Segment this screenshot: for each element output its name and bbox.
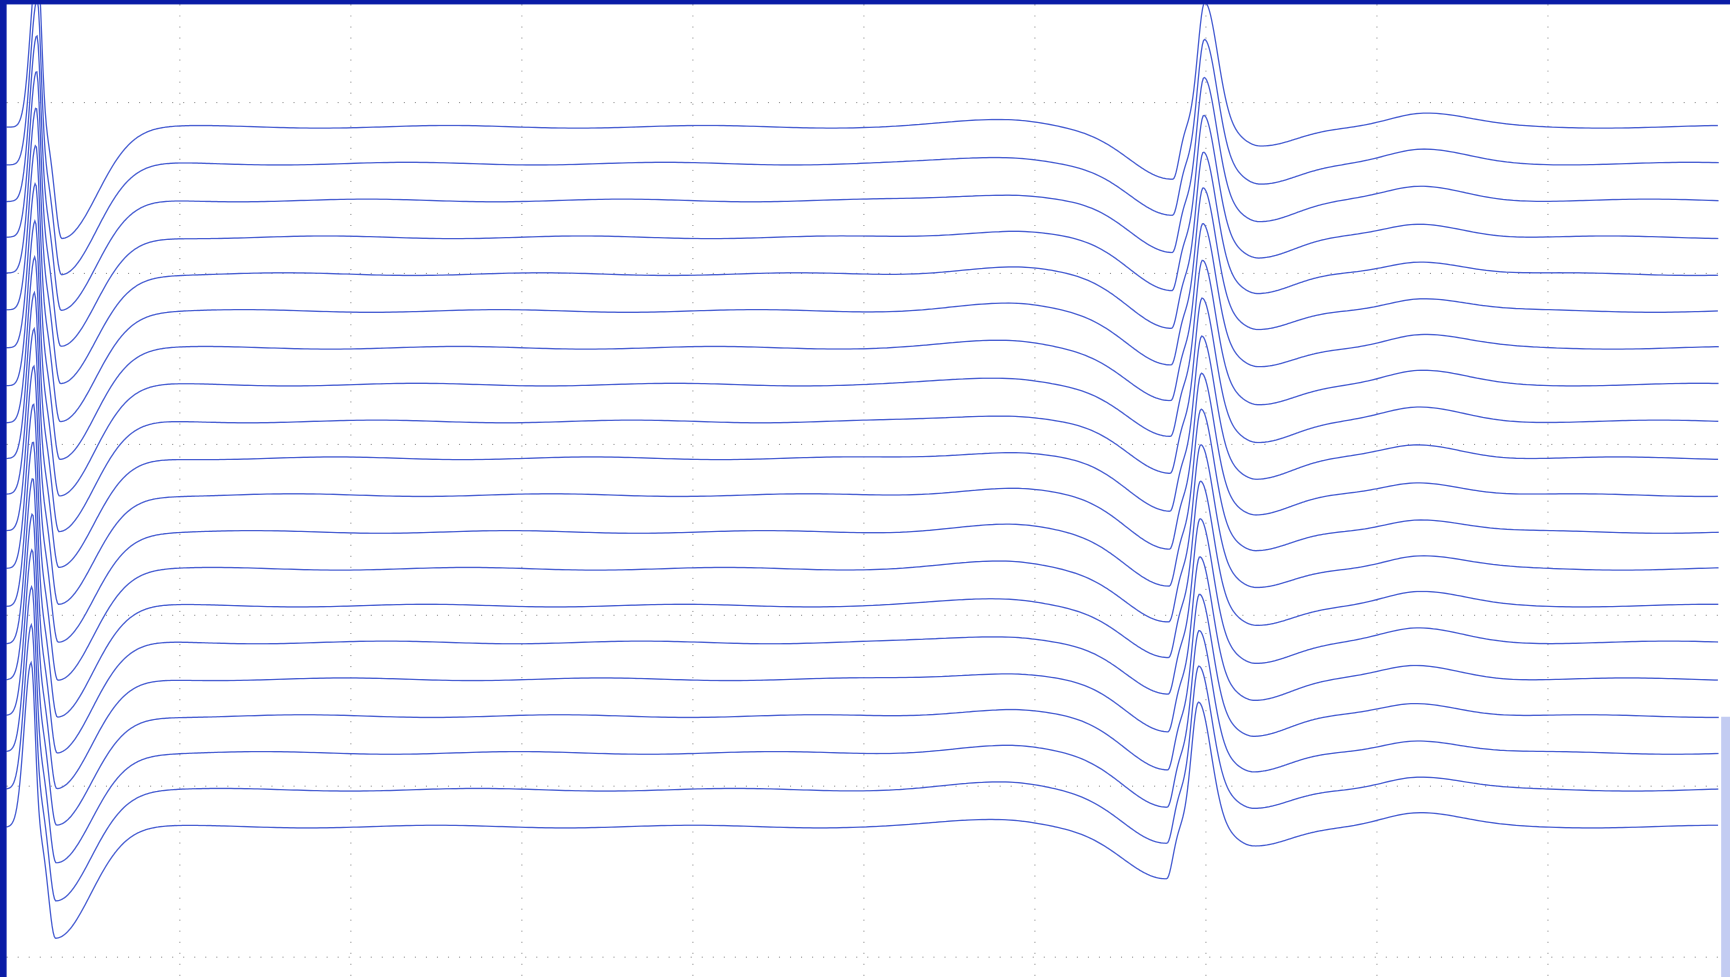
scroll-strip: [1721, 716, 1730, 977]
waveform-trace: [6, 441, 1719, 718]
waveform-trace: [6, 34, 1719, 311]
waveform-trace: [6, 144, 1718, 423]
frame-left: [0, 0, 7, 977]
waveform-trace: [6, 584, 1719, 864]
waveform-trace: [6, 326, 1718, 605]
waveform-trace: [6, 71, 1719, 347]
waveform-trace: [6, 218, 1719, 497]
waveform-trace: [6, 4, 1718, 240]
waveform-trace: [6, 181, 1719, 460]
waveform-trace: [6, 403, 1719, 681]
waveform-trace: [6, 478, 1719, 754]
waveform-trace: [6, 622, 1719, 902]
waveform-trace: [6, 512, 1718, 790]
waveform-trace: [6, 290, 1719, 569]
waveform-trace: [6, 364, 1719, 643]
waveform-trace: [6, 107, 1719, 385]
waveform-trace: [6, 660, 1719, 939]
waveform-trace: [6, 548, 1719, 826]
traces: [6, 4, 1719, 939]
waveform-trace: [6, 4, 1719, 276]
waveform-trace: [6, 254, 1719, 533]
frame-top: [0, 0, 1730, 5]
